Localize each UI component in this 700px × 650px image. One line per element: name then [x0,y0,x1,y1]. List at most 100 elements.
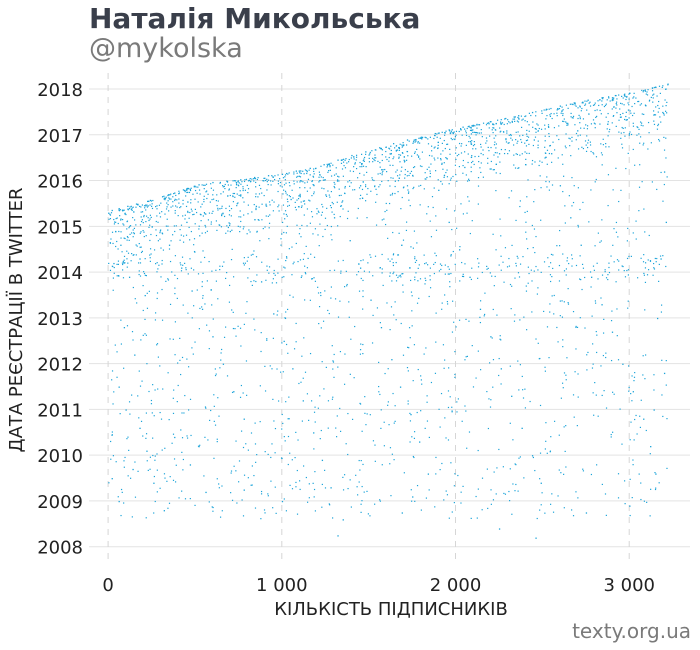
data-point [435,456,437,459]
data-point [645,354,647,356]
data-point [299,181,301,183]
data-point [421,165,423,168]
data-point [186,358,188,360]
data-point [481,509,483,511]
data-point [194,341,196,343]
data-point [285,232,288,234]
data-point [549,303,551,305]
data-point [627,109,630,111]
data-point [313,193,315,195]
data-point [651,181,653,183]
data-point [655,487,657,489]
data-point [455,147,457,149]
data-point [409,337,411,339]
data-point [424,283,426,285]
data-point [638,133,640,135]
data-point [477,488,479,490]
data-point [509,500,511,502]
data-point [420,136,423,138]
data-point [477,132,479,134]
data-point [395,171,397,173]
data-point [551,276,553,278]
data-point [607,121,609,123]
data-point [206,230,208,232]
data-point [532,144,535,147]
data-point [608,266,610,269]
data-point [472,131,474,134]
data-point [433,272,435,275]
data-point [183,189,186,191]
data-point [503,152,506,155]
data-point [575,132,578,135]
data-point [638,186,641,188]
data-point [281,233,283,235]
data-point [146,206,149,208]
data-point [182,235,185,237]
data-point [637,100,639,103]
data-point [335,427,337,429]
data-point [283,231,285,234]
data-point [440,157,442,160]
data-point [502,261,504,263]
y-tick-label: 2012 [37,355,83,376]
data-point [648,234,650,237]
data-point [480,162,482,164]
data-point [247,449,249,451]
data-point [198,228,200,230]
data-point [374,185,376,188]
data-point [372,275,374,277]
data-point [156,491,158,493]
data-point [401,244,403,246]
data-point [397,254,400,256]
data-point [536,293,538,295]
data-point [544,512,546,514]
data-point [579,317,581,319]
data-point [413,344,416,346]
data-point [160,418,163,420]
data-point [174,436,176,439]
data-point [220,226,223,228]
data-point [625,98,627,101]
data-point [513,116,515,118]
data-point [556,135,558,137]
data-point [174,293,176,295]
data-point [139,275,142,277]
data-point [539,452,542,454]
data-point [126,250,128,252]
data-point [564,450,566,453]
data-point [238,460,241,462]
data-point [419,158,421,160]
data-point [404,173,406,176]
data-point [256,274,258,276]
data-point [149,468,151,470]
data-point [499,121,502,123]
data-point [663,183,665,186]
data-point [272,210,274,212]
data-point [374,460,376,462]
data-point [505,141,508,143]
data-point [129,477,132,479]
data-point [580,279,582,281]
data-point [341,159,343,161]
data-point [178,198,180,200]
data-point [144,318,146,321]
data-point [381,159,383,162]
data-point [365,184,367,186]
data-point [469,137,471,139]
data-point [481,477,484,479]
data-point [210,221,212,223]
data-point [344,353,346,355]
data-point [499,131,501,133]
data-point [557,157,559,159]
data-point [400,170,402,172]
data-point [499,172,501,175]
data-point [546,163,548,165]
data-point [617,236,619,238]
data-point [347,412,349,415]
data-point [489,406,492,408]
data-point [633,439,635,441]
data-point [116,263,118,265]
data-point [282,193,284,195]
data-point [189,464,192,466]
data-point [359,185,362,187]
